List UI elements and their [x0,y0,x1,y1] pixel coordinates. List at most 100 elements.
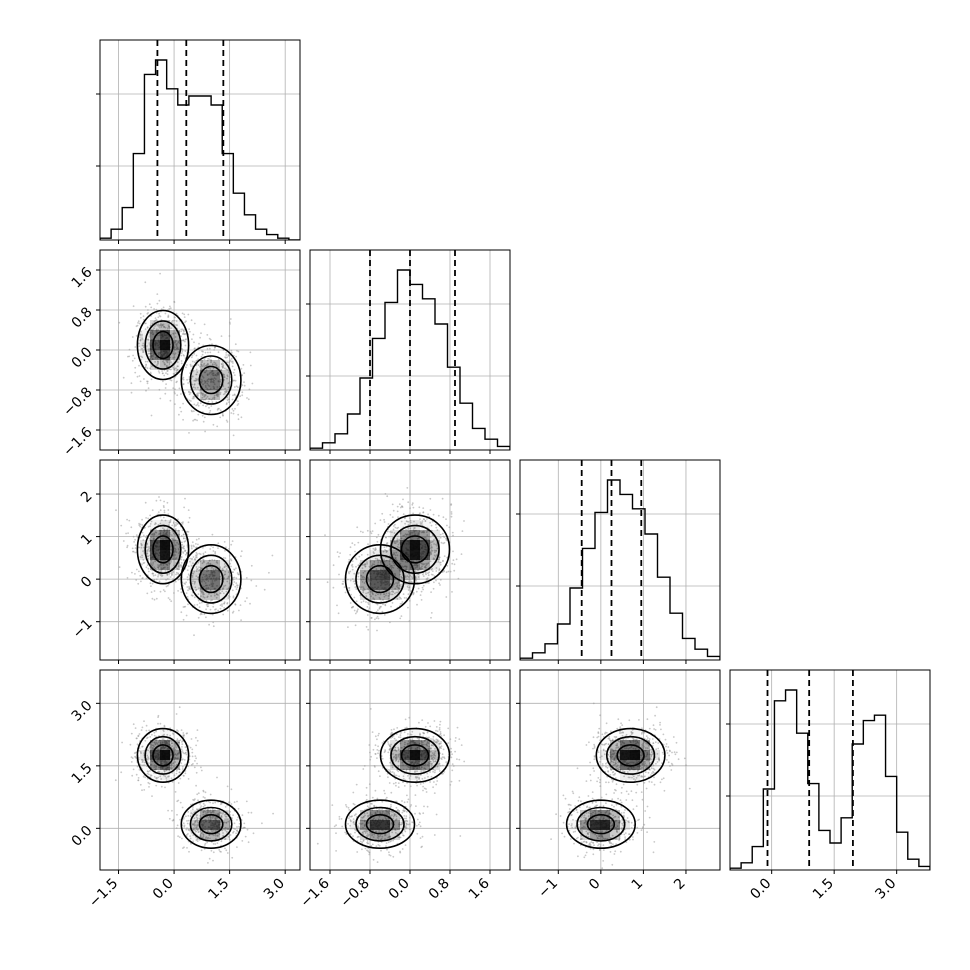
scatter-point [195,736,197,739]
scatter-point [192,798,194,801]
scatter-point [163,326,165,328]
scatter-point [377,563,379,566]
scatter-point [404,533,407,535]
scatter-point [383,558,385,561]
scatter-point [182,402,184,405]
scatter-point [366,553,369,556]
scatter-point [448,526,451,529]
scatter-point [233,801,236,804]
scatter-point [222,556,225,559]
scatter-point [344,591,347,594]
scatter-point [223,563,226,565]
scatter-point [140,752,142,754]
scatter-point [242,364,245,366]
scatter-point [192,572,195,575]
scatter-point [160,563,163,566]
scatter-point [153,590,156,592]
scatter-point [365,798,368,801]
density-cell [150,520,160,530]
scatter-point [213,394,216,397]
scatter-point [215,364,218,367]
scatter-point [388,560,391,563]
scatter-point [205,599,208,602]
scatter-point [237,400,239,403]
scatter-point [176,394,179,397]
scatter-point [139,380,142,383]
scatter-point [210,849,213,852]
scatter-point [135,534,138,536]
scatter-point [225,590,228,593]
scatter-point [226,399,229,402]
scatter-point [148,303,151,306]
density-cell [140,330,150,340]
density-cell [160,340,170,350]
scatter-point [433,554,436,557]
scatter-point [154,574,157,576]
scatter-point [231,360,234,363]
scatter-point [421,522,424,524]
scatter-point [385,559,388,562]
scatter-point [134,727,137,729]
scatter-point [150,378,153,381]
scatter-point [425,573,427,576]
scatter-point [406,585,409,588]
scatter-point [166,578,169,580]
scatter-point [177,351,180,353]
scatter-point [249,364,252,367]
scatter-point [224,549,226,552]
scatter-point [189,815,192,818]
scatter-point [195,816,198,819]
scatter-point [228,393,231,396]
scatter-point [411,570,413,573]
scatter-point [204,842,207,845]
density-cell [150,350,160,360]
scatter-point [134,538,136,541]
scatter-point [237,350,240,353]
scatter-point [452,534,454,537]
scatter-point [170,545,172,548]
scatter-point [180,410,183,413]
scatter-point [439,561,441,564]
scatter-point [128,519,131,522]
scatter-point [369,708,372,710]
scatter-point [435,567,438,569]
scatter-point [196,809,199,811]
scatter-point [413,520,415,523]
scatter-point [424,536,427,539]
density-cell [200,830,210,840]
scatter-point [150,562,152,564]
scatter-point [220,335,223,337]
scatter-point [208,411,211,414]
scatter-point [407,589,410,591]
scatter-point [155,531,158,534]
scatter-point [190,400,192,402]
scatter-point [170,379,173,382]
panel-frame [99,39,301,241]
scatter-point [223,827,226,830]
scatter-point [220,369,222,371]
scatter-point [352,835,354,837]
scatter-point [232,394,234,397]
scatter-point [162,505,165,507]
scatter-point [196,553,199,555]
scatter-point [150,585,152,587]
scatter-point [354,586,357,589]
scatter-point [398,546,400,549]
density-cell [150,760,160,770]
scatter-point [211,401,214,404]
density-cell [170,340,180,350]
scatter-point [172,732,174,735]
scatter-point [229,839,231,841]
density-cell [170,740,180,750]
scatter-point [206,395,209,398]
scatter-point [162,516,165,519]
scatter-point [166,564,169,567]
scatter-point [351,560,354,562]
scatter-point [114,779,117,782]
scatter-point [405,597,408,599]
scatter-point [380,561,382,563]
scatter-point [186,364,188,366]
scatter-point [414,576,417,579]
scatter-point [180,611,183,614]
scatter-point [149,736,152,738]
